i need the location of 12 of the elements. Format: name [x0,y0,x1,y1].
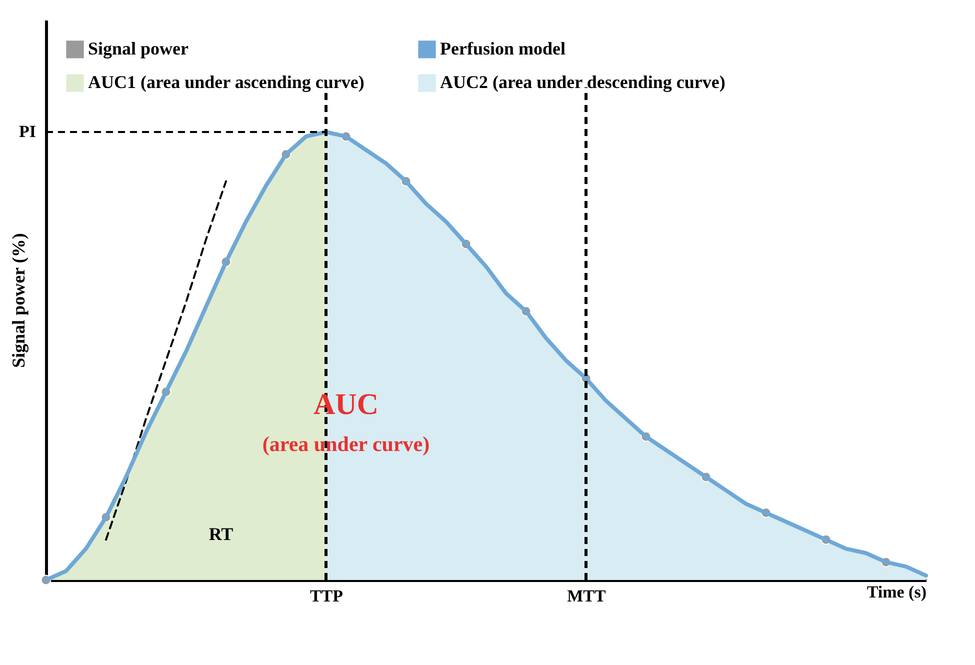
legend-label: AUC2 (area under descending curve) [440,72,726,92]
ref-line-label: PI [19,122,36,141]
x-tick-label: TTP [310,586,344,606]
y-axis-title: Signal power (%) [8,233,28,368]
x-tick-label: MTT [567,586,607,606]
legend-label: Signal power [88,38,189,58]
annotation: RT [208,524,234,544]
x-axis-title: Time (s) [866,582,926,602]
annotation: AUC [314,388,378,421]
legend-label: AUC1 (area under ascending curve) [88,72,364,92]
legend-label: Perfusion model [440,38,566,58]
annotation: (area under curve) [262,432,430,456]
